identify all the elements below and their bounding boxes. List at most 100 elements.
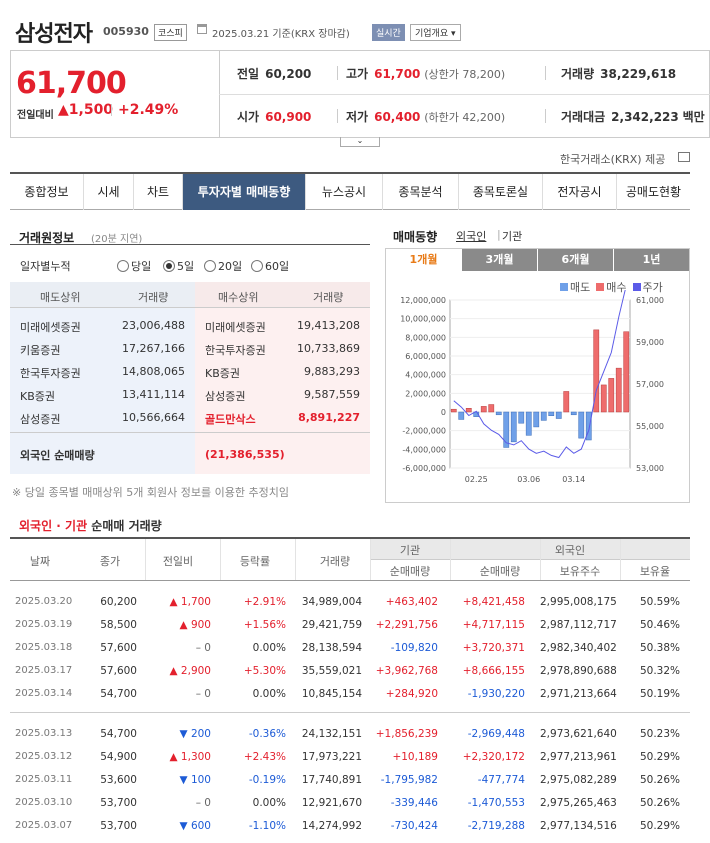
row-diff: – 0 xyxy=(195,642,211,654)
row-ratio: 50.26% xyxy=(639,774,680,786)
tab-discussion[interactable]: 종목토론실 xyxy=(459,174,543,210)
th-diff: 전일비 xyxy=(162,555,194,568)
sell-member-volume: 17,267,166 xyxy=(122,342,185,355)
period-tab-6m[interactable]: 6개월 xyxy=(538,249,614,271)
divider xyxy=(337,109,338,123)
stock-code: 005930 xyxy=(103,25,149,38)
row-vol: 29,421,759 xyxy=(301,619,362,631)
tab-chart[interactable]: 차트 xyxy=(134,174,183,210)
tab-overview[interactable]: 종합정보 xyxy=(10,174,84,210)
stock-name: 삼성전자 xyxy=(15,22,93,47)
tab-quote[interactable]: 시세 xyxy=(84,174,134,210)
divider xyxy=(620,539,621,580)
trend-institution-link[interactable]: 기관 xyxy=(502,230,523,243)
divider xyxy=(295,539,296,580)
legend-buy: 매수 xyxy=(596,279,627,295)
radio-60day[interactable]: 60일 xyxy=(251,258,289,274)
radio-today[interactable]: 당일 xyxy=(117,258,151,274)
buy-member-volume: 10,733,869 xyxy=(297,342,360,355)
sell-member-name: 삼성증권 xyxy=(20,413,61,426)
row-hold: 2,971,213,664 xyxy=(540,688,617,700)
row-vol: 14,274,992 xyxy=(301,820,362,832)
prev-day-label: 전일대비 xyxy=(17,110,54,121)
row-diff: ▼ 200 xyxy=(179,728,211,740)
y-right-tick: 57,000 xyxy=(636,380,664,389)
trend-foreign-link[interactable]: 외국인 xyxy=(456,230,487,243)
trading-member-delay: (20분 지연) xyxy=(91,234,143,245)
sell-panel xyxy=(10,282,195,474)
company-overview-dropdown[interactable]: 기업개요 ▾ xyxy=(410,24,461,41)
divider xyxy=(10,244,370,245)
row-close: 57,600 xyxy=(100,665,137,677)
th-buy-vol: 거래량 xyxy=(313,291,344,304)
row-hold: 2,982,340,402 xyxy=(540,642,617,654)
row-foreign: -477,774 xyxy=(477,774,525,786)
realtime-button[interactable]: 실시간 xyxy=(372,24,405,41)
row-inst: -1,795,982 xyxy=(380,774,438,786)
stat-amount: 거래대금 2,342,223 백만 xyxy=(561,110,705,124)
row-hold: 2,978,890,688 xyxy=(540,665,617,677)
radio-20day[interactable]: 20일 xyxy=(204,258,242,274)
trend-chart: 12,000,000 10,000,000 8,000,000 6,000,000 4,… xyxy=(400,290,664,484)
row-inst: +284,920 xyxy=(385,688,438,700)
y-left-tick: 4,000,000 xyxy=(405,371,446,380)
row-vol: 10,845,154 xyxy=(301,688,362,700)
row-rate: -1.10% xyxy=(248,820,286,832)
y-left-tick: -4,000,000 xyxy=(402,445,446,454)
row-ratio: 50.46% xyxy=(639,619,680,631)
row-hold: 2,975,082,289 xyxy=(540,774,617,786)
collapse-chevron-icon[interactable]: ⌄ xyxy=(340,137,380,147)
row-ratio: 50.38% xyxy=(639,642,680,654)
th-buy-top: 매수상위 xyxy=(218,291,259,304)
y-left-tick: 2,000,000 xyxy=(405,389,446,398)
y-right-tick: 59,000 xyxy=(636,338,664,347)
buy-bar xyxy=(593,329,600,413)
sell-bar xyxy=(495,411,502,416)
row-ratio: 50.29% xyxy=(639,751,680,763)
y-left-tick: 0 xyxy=(441,408,446,417)
sell-member-volume: 13,411,114 xyxy=(122,388,185,401)
row-date: 2025.03.13 xyxy=(15,728,73,739)
row-diff: ▲ 1,700 xyxy=(169,596,211,608)
row-foreign: -2,719,288 xyxy=(467,820,525,832)
period-tab-1m[interactable]: 1개월 xyxy=(386,249,462,271)
divider xyxy=(219,94,710,95)
tab-analysis[interactable]: 종목분석 xyxy=(383,174,459,210)
radio-5day[interactable]: 5일 xyxy=(163,258,194,274)
sell-bar xyxy=(525,411,532,436)
row-diff: ▲ 1,300 xyxy=(169,751,211,763)
row-vol: 24,132,151 xyxy=(301,728,362,740)
sell-member-name: 키움증권 xyxy=(20,344,61,357)
buy-member-name: 삼성증권 xyxy=(205,390,246,403)
chart-legend: 매도 매수 주가 xyxy=(560,279,663,295)
sell-member-name: KB증권 xyxy=(20,390,55,403)
row-close: 53,600 xyxy=(100,774,137,786)
accumulation-label: 일자별누적 xyxy=(20,260,71,273)
sell-bar xyxy=(540,411,547,421)
tab-short-selling[interactable]: 공매도현황 xyxy=(625,185,682,199)
buy-member-volume: 9,883,293 xyxy=(304,365,360,378)
sell-bar xyxy=(555,411,562,419)
table-header xyxy=(195,282,370,308)
y-left-tick: -6,000,000 xyxy=(402,464,446,473)
row-inst: +1,856,239 xyxy=(375,728,438,740)
buy-bar xyxy=(465,408,472,413)
tab-disclosure[interactable]: 전자공시 xyxy=(543,174,617,210)
buy-bar xyxy=(563,391,570,413)
tab-investor-trend[interactable]: 투자자별 매매동향 xyxy=(183,174,306,210)
tab-news[interactable]: 뉴스공시 xyxy=(306,174,383,210)
period-tab-3m[interactable]: 3개월 xyxy=(462,249,538,271)
row-date: 2025.03.07 xyxy=(15,820,73,831)
sell-member-name: 한국투자증권 xyxy=(20,367,81,380)
row-inst: -109,820 xyxy=(390,642,438,654)
y-left-tick: 8,000,000 xyxy=(405,333,446,342)
row-diff: – 0 xyxy=(195,797,211,809)
row-close: 53,700 xyxy=(100,797,137,809)
period-tab-1y[interactable]: 1년 xyxy=(614,249,689,271)
trading-member-title: 거래원정보 xyxy=(19,231,75,245)
foreign-net-value: (21,386,535) xyxy=(205,448,285,461)
sell-bar xyxy=(533,411,540,428)
buy-member-volume: 9,587,559 xyxy=(304,388,360,401)
row-foreign: -1,470,553 xyxy=(467,797,525,809)
print-icon[interactable] xyxy=(678,152,690,162)
